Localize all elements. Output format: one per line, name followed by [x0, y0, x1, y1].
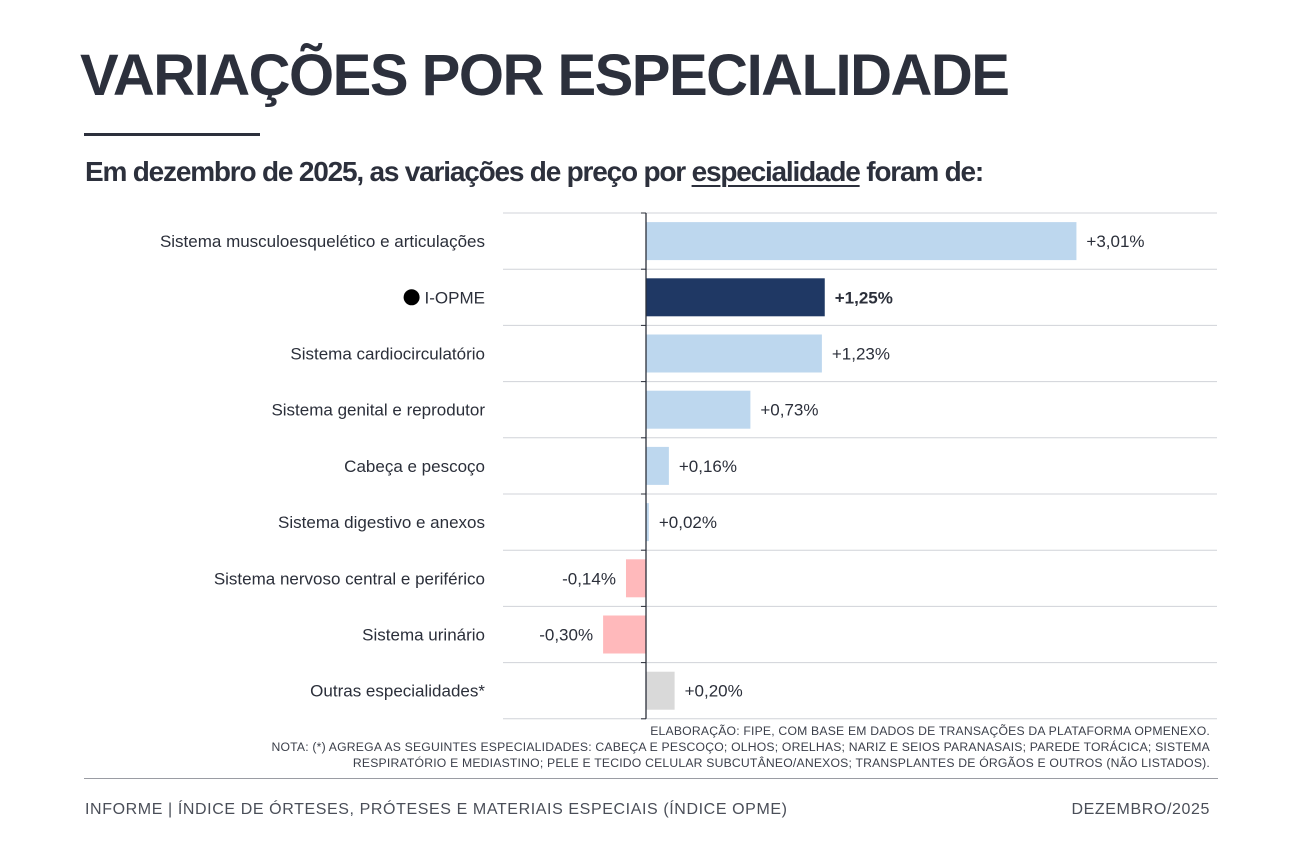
bar-4 [646, 390, 751, 429]
value-label: +1,25% [835, 288, 893, 307]
bar-9 [646, 671, 675, 710]
value-label: +1,23% [832, 345, 890, 364]
bar-6 [646, 503, 649, 542]
bar-3 [646, 334, 822, 373]
category-label: Cabeça e pescoço [344, 457, 485, 476]
value-label: +0,02% [659, 513, 717, 532]
footnote-line-1: NOTA: (*) AGREGA AS SEGUINTES ESPECIALID… [271, 740, 1210, 754]
category-label: Outras especialidades* [310, 682, 485, 701]
bar-8 [603, 615, 646, 654]
source-note: ELABORAÇÃO: FIPE, COM BASE EM DADOS DE T… [650, 724, 1210, 738]
subtitle-emphasis: especialidade [691, 156, 861, 187]
category-label: Sistema genital e reprodutor [271, 401, 485, 420]
page-title: VARIAÇÕES POR ESPECIALIDADE [80, 43, 1010, 108]
highlight-dot-icon [403, 289, 420, 306]
category-label: Sistema urinário [362, 626, 485, 645]
bar-7 [625, 559, 646, 598]
bar-2 [646, 278, 825, 317]
subtitle-text-after: foram de: [859, 156, 984, 187]
category-label: I-OPME [425, 288, 485, 307]
value-label: +0,16% [679, 457, 737, 476]
category-label: Sistema cardiocirculatório [290, 345, 485, 364]
bar-1 [646, 222, 1077, 261]
chart-notes: ELABORAÇÃO: FIPE, COM BASE EM DADOS DE T… [272, 723, 1211, 771]
value-label: -0,30% [539, 626, 593, 645]
footer-divider [84, 778, 1218, 779]
chart-subtitle: Em dezembro de 2025, as variações de pre… [85, 156, 984, 188]
bar-5 [646, 446, 669, 485]
footer-date: DEZEMBRO/2025 [1071, 801, 1210, 818]
value-label: +0,73% [760, 401, 818, 420]
value-label: +3,01% [1086, 232, 1144, 251]
category-label: Sistema musculoesquelético e articulaçõe… [160, 232, 485, 251]
footnote-line-2: RESPIRATÓRIO E MEDIASTINO; PELE E TECIDO… [352, 756, 1210, 770]
category-label: Sistema nervoso central e periférico [214, 569, 485, 588]
subtitle-text-before: Em dezembro de 2025, as variações de pre… [85, 156, 692, 187]
value-label: -0,14% [562, 569, 616, 588]
category-label: Sistema digestivo e anexos [278, 513, 485, 532]
value-label: +0,20% [685, 682, 743, 701]
footer-report-name: INFORME | ÍNDICE DE ÓRTESES, PRÓTESES E … [85, 801, 788, 818]
title-underline [84, 133, 260, 136]
